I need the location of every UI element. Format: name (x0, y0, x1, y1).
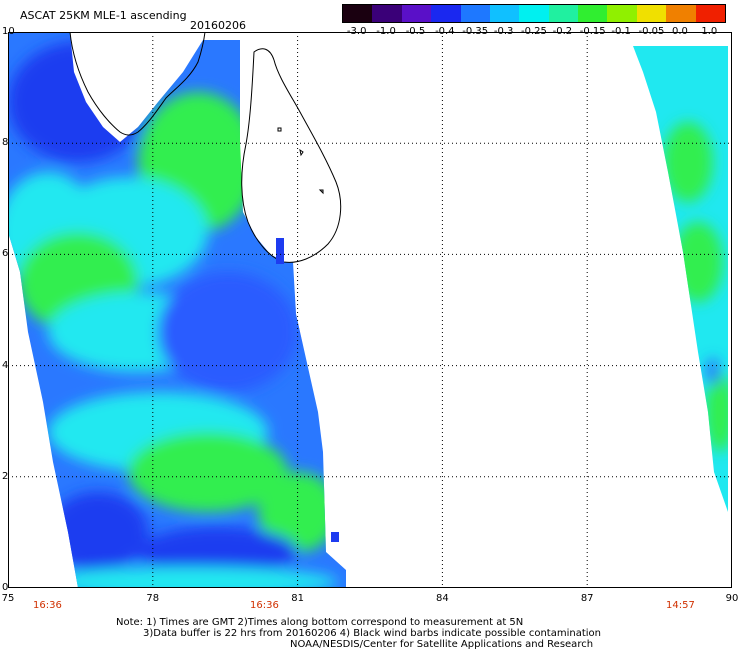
colorbar-segment (636, 5, 668, 22)
swath-left (8, 32, 346, 588)
colorbar-label: -1.0 (376, 26, 396, 37)
pass-time-2: 16:36 (250, 600, 279, 611)
colorbar-segment (431, 5, 462, 22)
swath-left-blue-edge (276, 238, 284, 264)
colorbar-label: -0.15 (579, 26, 606, 37)
pass-time-3: 14:57 (666, 600, 695, 611)
x-tick-label: 90 (725, 593, 739, 604)
x-tick-label: 84 (436, 593, 449, 604)
colorbar-segment (460, 5, 491, 22)
y-tick-label: 10 (2, 26, 15, 37)
colorbar-segment (548, 5, 580, 22)
colorbar-segment (578, 5, 609, 22)
colorbar-label: -3.0 (346, 26, 367, 37)
colorbar-label: -0.3 (493, 26, 514, 37)
islet-1 (277, 127, 282, 132)
note-line-1: Note: 1) Times are GMT 2)Times along bot… (116, 617, 524, 628)
islet-2 (299, 148, 304, 157)
y-tick-label: 6 (2, 248, 9, 260)
field-mid-bottom (38, 567, 338, 588)
pass-time-1: 16:36 (33, 600, 62, 611)
colorbar-segment (666, 5, 697, 22)
field-high-east-2 (673, 222, 723, 302)
swath-right-base (633, 46, 728, 512)
x-tick-label: 75 (1, 593, 15, 604)
india-coast (69, 32, 206, 136)
x-tick-label: 78 (146, 593, 160, 604)
lat-lon-grid (8, 32, 732, 588)
y-tick-label: 8 (2, 137, 9, 149)
date-label: 20160206 (190, 19, 246, 32)
islet-3 (318, 189, 324, 195)
field-low-east (707, 358, 719, 386)
map-frame (8, 32, 732, 588)
colorbar-segment (372, 5, 403, 22)
swath-left-se-pixel (331, 532, 339, 542)
colorbar-label: -0.4 (435, 26, 455, 37)
sri-lanka-land (240, 142, 291, 262)
colorbar-segment (607, 5, 638, 22)
colorbar-segment (343, 5, 374, 22)
note-line-3: NOAA/NESDIS/Center for Satellite Applica… (290, 639, 594, 650)
colorbar-label: -0.25 (521, 26, 547, 37)
colorbar-segment (489, 5, 521, 22)
colorbar-label: 1.0 (701, 26, 718, 37)
colorbar (342, 4, 726, 23)
map-plot (8, 32, 732, 588)
colorbar-label: -0.5 (405, 26, 426, 37)
chart-title: ASCAT 25KM MLE-1 ascending (20, 9, 187, 22)
colorbar-label: -0.05 (638, 26, 665, 37)
field-low-center (158, 272, 298, 392)
y-tick-label: 4 (2, 359, 9, 371)
colorbar-label: 0.0 (671, 26, 688, 37)
swath-right (633, 46, 728, 512)
field-high-east-3 (705, 372, 728, 452)
coastline (69, 32, 342, 263)
colorbar-label: -0.2 (552, 26, 573, 37)
x-tick-label: 81 (291, 593, 304, 604)
field-low-sw (48, 492, 148, 572)
note-line-2: 3)Data buffer is 22 hrs from 20160206 4)… (143, 628, 601, 639)
field-high-south (128, 432, 288, 512)
colorbar-segment (695, 5, 725, 22)
colorbar-label: -0.35 (462, 26, 489, 37)
y-tick-label: 2 (2, 470, 9, 482)
sri-lanka-coast (241, 48, 342, 263)
field-high-east-1 (663, 122, 713, 202)
colorbar-segment (519, 5, 550, 22)
x-tick-label: 87 (580, 593, 594, 604)
colorbar-label: -0.1 (611, 26, 631, 37)
field-low-south (138, 527, 298, 577)
y-tick-label: 0 (2, 582, 9, 593)
colorbar-segment (401, 5, 433, 22)
